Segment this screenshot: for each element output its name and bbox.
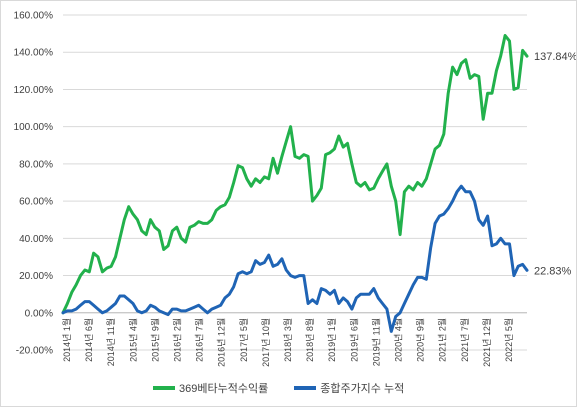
x-tick-label: 2017년 10월 xyxy=(260,318,271,367)
x-tick-label: 2016년 7월 xyxy=(194,318,205,362)
x-tick-label: 2019년 6월 xyxy=(348,318,359,362)
x-tick-label: 2021년 2월 xyxy=(437,318,448,362)
y-tick-label: -20.00% xyxy=(16,346,53,357)
x-tick-label: 2014년 6월 xyxy=(83,318,94,362)
x-tick-label: 2018년 8월 xyxy=(304,318,315,362)
y-tick-label: 120.00% xyxy=(14,85,54,96)
legend-label-369-beta: 369베타누적수익률 xyxy=(179,383,269,395)
y-tick-label: 140.00% xyxy=(14,48,54,59)
x-tick-label: 2020년 9월 xyxy=(415,318,426,362)
legend-item-369-beta: 369베타누적수익률 xyxy=(153,380,268,396)
x-tick-label: 2014년 1월 xyxy=(61,318,72,362)
legend-item-kospi: 종합주가지수 누적 xyxy=(294,380,404,396)
legend: 369베타누적수익률 종합주가지수 누적 xyxy=(153,380,404,396)
x-tick-label: 2020년 4월 xyxy=(392,318,403,362)
x-tick-label: 2017년 5월 xyxy=(238,318,249,362)
series-line-kospi xyxy=(61,184,529,333)
x-tick-label: 2018년 3월 xyxy=(282,318,293,362)
series-line-369-beta xyxy=(61,34,529,315)
x-tick-label: 2019년 1월 xyxy=(326,318,337,362)
x-tick-label: 2019년 11월 xyxy=(370,318,381,366)
x-tick-label: 2014년 11월 xyxy=(105,318,116,366)
y-tick-label: 20.00% xyxy=(19,271,53,282)
x-tick-label: 2015년 9월 xyxy=(149,318,160,362)
y-tick-label: 40.00% xyxy=(19,234,53,245)
x-tick-label: 2021년 12월 xyxy=(481,318,492,367)
y-tick-label: 80.00% xyxy=(19,159,53,170)
legend-swatch-kospi xyxy=(294,386,317,390)
end-label-369-beta: 137.84% xyxy=(534,51,576,63)
legend-swatch-369-beta xyxy=(153,386,175,390)
y-tick-label: 0.00% xyxy=(25,308,53,319)
y-tick-label: 100.00% xyxy=(14,122,54,133)
end-label-kospi: 22.83% xyxy=(534,265,572,277)
x-tick-label: 2015년 4월 xyxy=(127,318,138,362)
y-tick-label: 60.00% xyxy=(19,197,53,208)
x-tick-label: 2016년 2월 xyxy=(171,318,182,362)
x-tick-label: 2016년 12월 xyxy=(216,318,227,367)
x-tick-label: 2021년 7월 xyxy=(459,318,470,362)
legend-label-kospi: 종합주가지수 누적 xyxy=(320,383,405,395)
y-tick-label: 160.00% xyxy=(14,11,54,22)
x-tick-label: 2022년 5월 xyxy=(503,318,514,362)
